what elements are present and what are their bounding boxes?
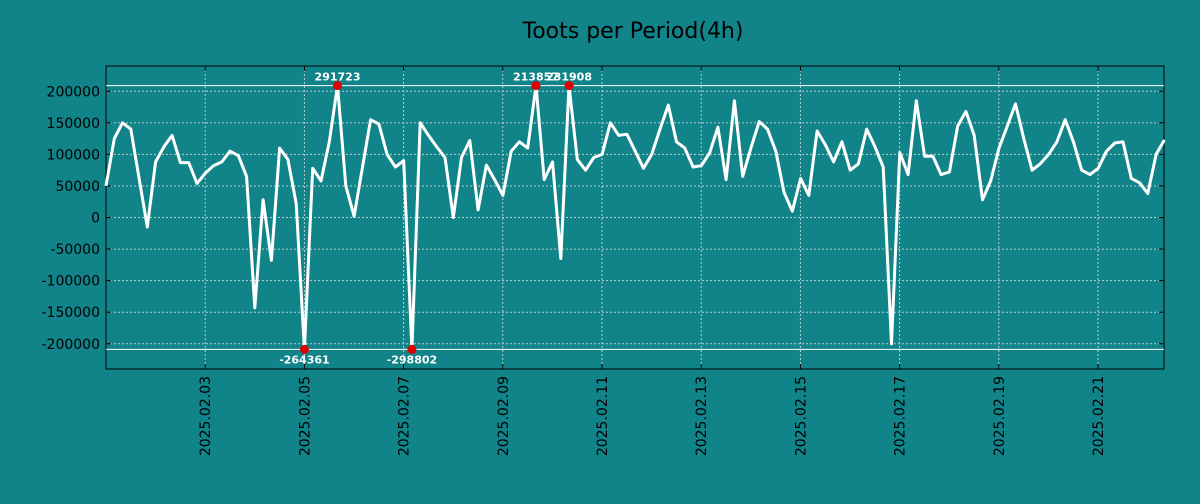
x-tick-label: 2025.02.05 [297,376,313,456]
y-tick-label: -150000 [42,305,101,321]
outlier-marker [333,81,343,91]
y-tick-label: 200000 [47,84,100,100]
y-tick-label: 150000 [47,116,100,132]
outlier-marker [531,81,541,91]
outlier-label: -298802 [387,353,438,366]
x-tick-label: 2025.02.21 [1091,376,1107,456]
outlier-marker [564,81,574,91]
series-line-toots [104,84,1166,351]
outlier-label: -264361 [279,353,330,366]
x-tick-label: 2025.02.15 [793,376,809,456]
clip-lines [106,85,1164,350]
x-tick-label: 2025.02.07 [397,376,413,456]
outlier-label: 213857 [513,71,559,84]
y-tick-label: 50000 [55,179,100,195]
y-tick-label: -100000 [42,274,101,290]
x-tick-label: 2025.02.03 [198,376,214,456]
outlier-label: 291723 [315,71,361,84]
x-tick-label: 2025.02.09 [496,376,512,456]
y-tick-label: -200000 [42,337,101,353]
y-tick-label: 100000 [47,147,100,163]
y-axis: 200000 150000 100000 50000 0 -50000 -100000 -15… [42,84,1164,353]
x-axis: 2025.02.03 2025.02.05 2025.02.07 2025.02.09… [198,66,1107,456]
x-tick-label: 2025.02.13 [694,376,710,456]
outlier-marker [407,344,417,354]
y-tick-label: -50000 [50,242,100,258]
x-tick-label: 2025.02.17 [893,376,909,456]
x-tick-label: 2025.02.19 [992,376,1008,456]
outlier-label: 231908 [546,71,592,84]
series-layer [104,84,1166,351]
chart-title: Toots per Period(4h) [522,19,744,44]
outlier-marker [299,344,309,354]
y-tick-label: 0 [91,211,100,227]
x-tick-label: 2025.02.11 [595,376,611,456]
